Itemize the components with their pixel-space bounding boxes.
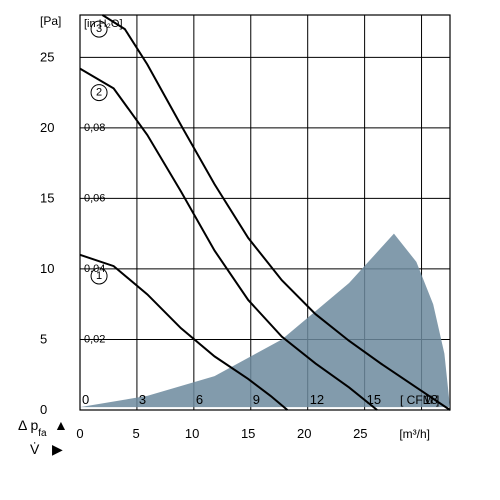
y-left-unit: [Pa] <box>40 14 61 28</box>
x-bottom-tick: 10 <box>185 426 199 441</box>
y-left-tick: 10 <box>40 261 54 276</box>
y-right-tick: 0,04 <box>84 263 105 275</box>
y-axis-arrow: ▲ <box>54 417 68 433</box>
x-bottom-tick: 15 <box>241 426 255 441</box>
x-bottom-tick: 0 <box>76 426 83 441</box>
y-left-tick: 5 <box>40 331 47 346</box>
y-right-tick: 0,08 <box>84 122 105 134</box>
x-axis-arrow: ▶ <box>52 441 63 457</box>
x-top-tick: 6 <box>196 392 203 407</box>
y-left-tick: 15 <box>40 190 54 205</box>
x-top-tick: 15 <box>367 392 381 407</box>
y-left-tick: 25 <box>40 49 54 64</box>
x-top-tick: 9 <box>253 392 260 407</box>
x-top-tick: 12 <box>310 392 324 407</box>
y-right-unit: [in H₂O] <box>84 18 123 30</box>
x-bottom-tick: 5 <box>132 426 139 441</box>
chart-svg: 1230510152025[Pa]0,020,040,060,08[in H₂O… <box>0 0 500 500</box>
x-top-tick: 0 <box>82 392 89 407</box>
x-bottom-tick: 25 <box>353 426 367 441</box>
x-top-tick: 3 <box>139 392 146 407</box>
x-axis-label: V̇ <box>30 441 40 457</box>
y-left-tick: 0 <box>40 402 47 417</box>
y-axis-label: Δ pfa <box>18 417 47 439</box>
x-bottom-unit: [m³/h] <box>399 427 430 441</box>
x-top-unit: [ CFM ] <box>400 393 439 407</box>
x-bottom-tick: 20 <box>297 426 311 441</box>
y-right-tick: 0,02 <box>84 333 105 345</box>
fan-curve-chart: 1230510152025[Pa]0,020,040,060,08[in H₂O… <box>0 0 500 500</box>
y-left-tick: 20 <box>40 120 54 135</box>
y-right-tick: 0,06 <box>84 192 105 204</box>
curve-label-text-2: 2 <box>96 87 102 99</box>
